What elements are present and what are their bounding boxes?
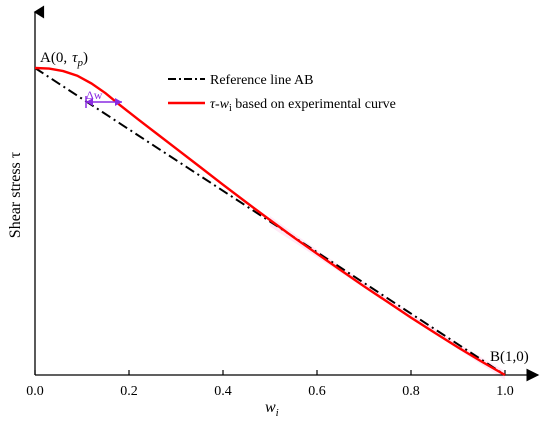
- x-tick-label: 0.2: [120, 384, 138, 399]
- delta-w-arrowhead-right: [115, 98, 122, 106]
- x-ticks: 0.0 0.2 0.4 0.6 0.8 1.0: [26, 370, 514, 399]
- delta-w-label: Δw: [86, 88, 103, 102]
- delta-w-annotation: Δw: [85, 88, 122, 108]
- x-tick-label: 0.0: [26, 384, 44, 399]
- legend-label-reference: Reference line AB: [210, 73, 313, 88]
- series-experimental-curve: [34, 66, 506, 377]
- x-tick-label: 0.8: [402, 384, 420, 399]
- x-tick-label: 0.4: [214, 384, 232, 399]
- point-b-label: B(1,0): [490, 349, 529, 365]
- x-axis-title: wi: [265, 399, 279, 419]
- legend: Reference line AB τ-wi based on experime…: [168, 73, 396, 114]
- y-axis-title: Shear stress τ: [7, 151, 24, 238]
- delta-w-arrowhead-left: [86, 98, 93, 106]
- x-tick-label: 0.6: [308, 384, 326, 399]
- point-a-label: A(0, τp): [40, 50, 88, 69]
- x-tick-label: 1.0: [496, 384, 514, 399]
- legend-label-experimental: τ-wi based on experimental curve: [210, 97, 396, 114]
- series-reference-line: [34, 67, 506, 376]
